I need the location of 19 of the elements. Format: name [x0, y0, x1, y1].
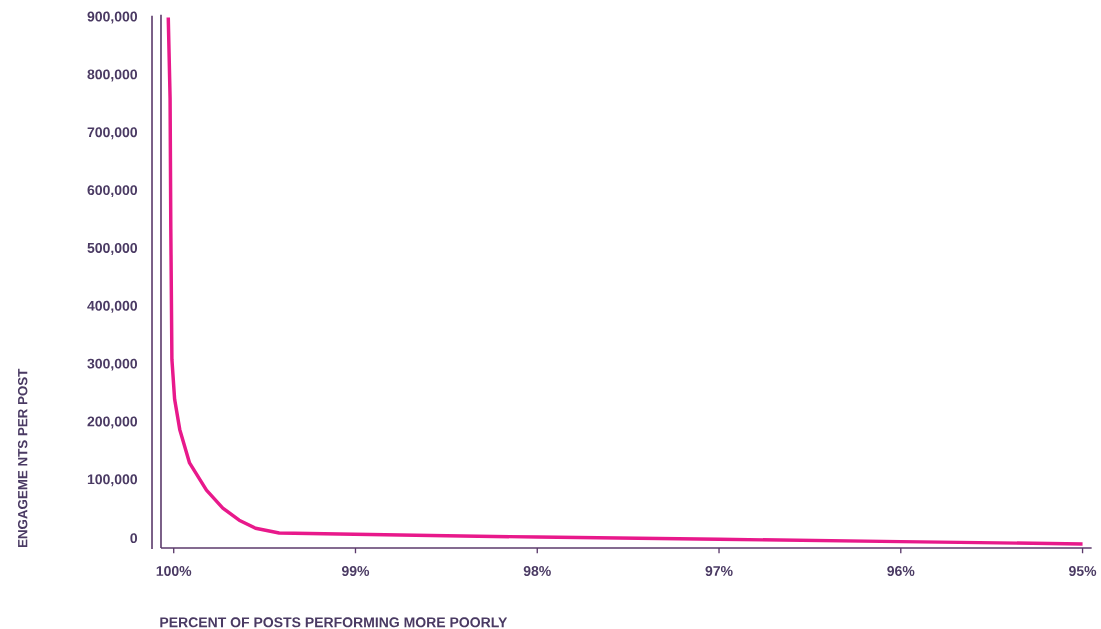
- y-tick-label: 600,000: [87, 185, 138, 198]
- y-tick-label: 900,000: [87, 11, 138, 24]
- x-tick-label: 97%: [705, 566, 733, 576]
- x-axis-title: PERCENT OF POSTS PERFORMING MORE POORLY: [160, 617, 508, 628]
- y-tick-label: 300,000: [87, 358, 138, 371]
- y-tick-label: 500,000: [87, 242, 138, 255]
- y-tick-label: 0: [130, 533, 138, 544]
- y-tick-label: 400,000: [87, 300, 138, 313]
- x-tick-label: 99%: [341, 566, 370, 576]
- y-tick-label: 100,000: [87, 474, 138, 487]
- x-tick-label: 100%: [156, 566, 192, 576]
- y-tick-label: 700,000: [87, 127, 138, 140]
- y-axis-title: ENGAGEME NTS PER POST: [17, 368, 28, 548]
- x-tick-label: 98%: [523, 566, 551, 576]
- y-tick-label: 200,000: [87, 416, 138, 429]
- x-tick-label: 95%: [1069, 566, 1097, 576]
- x-tick-label: 96%: [887, 566, 915, 576]
- y-tick-label: 800,000: [87, 69, 138, 82]
- line-series: [166, 15, 1085, 546]
